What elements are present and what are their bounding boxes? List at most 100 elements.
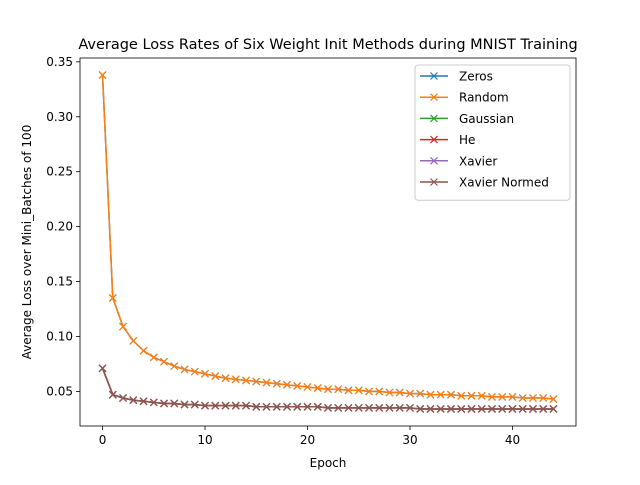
legend-marker — [430, 114, 438, 123]
data-point — [303, 383, 312, 391]
y-tick-label: 0.05 — [46, 384, 73, 398]
data-point — [139, 346, 148, 355]
data-point — [283, 380, 291, 389]
x-tick-label: 30 — [402, 433, 417, 447]
data-point — [98, 71, 107, 79]
axes-frame — [79, 57, 577, 427]
data-point — [539, 394, 548, 402]
data-point — [344, 403, 353, 412]
data-point — [139, 397, 148, 406]
data-point — [375, 403, 384, 412]
data-point — [119, 322, 127, 331]
data-point — [529, 405, 537, 413]
legend-marker — [430, 178, 438, 186]
data-point — [272, 379, 281, 388]
chart-title: Average Loss Rates of Six Weight Init Me… — [78, 37, 577, 53]
data-point — [324, 403, 332, 412]
data-point — [262, 378, 271, 387]
x-tick-label: 20 — [300, 433, 315, 447]
data-point — [457, 391, 466, 400]
legend-marker — [430, 156, 438, 165]
data-point — [508, 405, 517, 413]
data-point — [160, 399, 168, 408]
data-point — [262, 402, 271, 411]
data-point — [231, 401, 240, 410]
data-point — [119, 394, 127, 402]
data-point — [201, 401, 209, 410]
data-point — [436, 405, 445, 413]
x-tick-label: 10 — [197, 433, 212, 447]
data-point — [549, 405, 558, 413]
data-point — [529, 394, 537, 402]
data-point — [221, 374, 230, 383]
data-point — [293, 402, 302, 411]
data-point — [365, 387, 373, 396]
data-point — [354, 403, 363, 412]
x-tick-label: 0 — [99, 433, 107, 447]
y-tick-label: 0.35 — [46, 55, 73, 69]
data-point — [375, 387, 384, 396]
y-tick-label: 0.30 — [46, 110, 73, 124]
data-point — [344, 386, 353, 395]
data-point — [242, 401, 250, 410]
x-axis-label: Epoch — [310, 456, 347, 470]
data-point — [108, 294, 117, 302]
data-point — [406, 403, 414, 412]
legend-entry: Zeros — [420, 70, 493, 84]
data-point — [518, 394, 527, 402]
data-point — [180, 365, 189, 374]
data-point — [303, 402, 312, 411]
data-point — [242, 376, 250, 385]
y-axis: 0.05 0.10 0.15 0.20 0.25 0.30 0.35 — [46, 55, 80, 398]
data-point — [365, 403, 373, 412]
legend-marker — [430, 135, 438, 144]
data-point — [426, 390, 435, 399]
data-point — [488, 405, 496, 413]
legend: Zeros Random Gaussian He Xavier Xavier Normed — [414, 64, 571, 201]
data-point — [98, 364, 107, 373]
legend-label: Zeros — [459, 70, 493, 84]
data-point — [477, 391, 486, 400]
data-point — [293, 381, 302, 390]
data-point — [447, 390, 455, 399]
y-tick-label: 0.15 — [46, 275, 73, 289]
y-tick-label: 0.20 — [46, 220, 73, 234]
data-point — [252, 402, 261, 411]
data-point — [508, 392, 517, 401]
y-tick-label: 0.25 — [46, 165, 73, 179]
data-point — [395, 403, 404, 412]
x-tick-label: 40 — [505, 433, 520, 447]
data-point — [426, 405, 435, 413]
data-point — [324, 385, 332, 394]
data-point — [467, 391, 476, 400]
data-point — [211, 372, 220, 380]
data-point — [457, 405, 466, 413]
data-point — [385, 388, 394, 397]
data-point — [170, 362, 179, 371]
data-point — [488, 392, 496, 401]
legend-label: Xavier Normed — [459, 176, 549, 190]
plot-area — [98, 71, 558, 413]
series-random — [98, 71, 558, 404]
data-point — [201, 369, 209, 378]
data-point — [354, 386, 363, 395]
data-point — [385, 403, 394, 412]
data-point — [190, 367, 199, 376]
legend-entry: Xavier — [420, 154, 497, 168]
data-point — [231, 375, 240, 384]
data-point — [467, 405, 476, 413]
data-point — [518, 405, 527, 413]
legend-entry: He — [420, 133, 475, 147]
legend-marker — [430, 93, 438, 102]
legend-marker — [430, 72, 438, 80]
data-point — [313, 384, 322, 393]
data-point — [211, 401, 220, 410]
data-point — [129, 396, 138, 405]
data-point — [406, 389, 414, 398]
legend-entry: Random — [420, 91, 509, 105]
data-point — [334, 385, 343, 394]
data-point — [334, 403, 343, 412]
data-point — [180, 400, 189, 409]
